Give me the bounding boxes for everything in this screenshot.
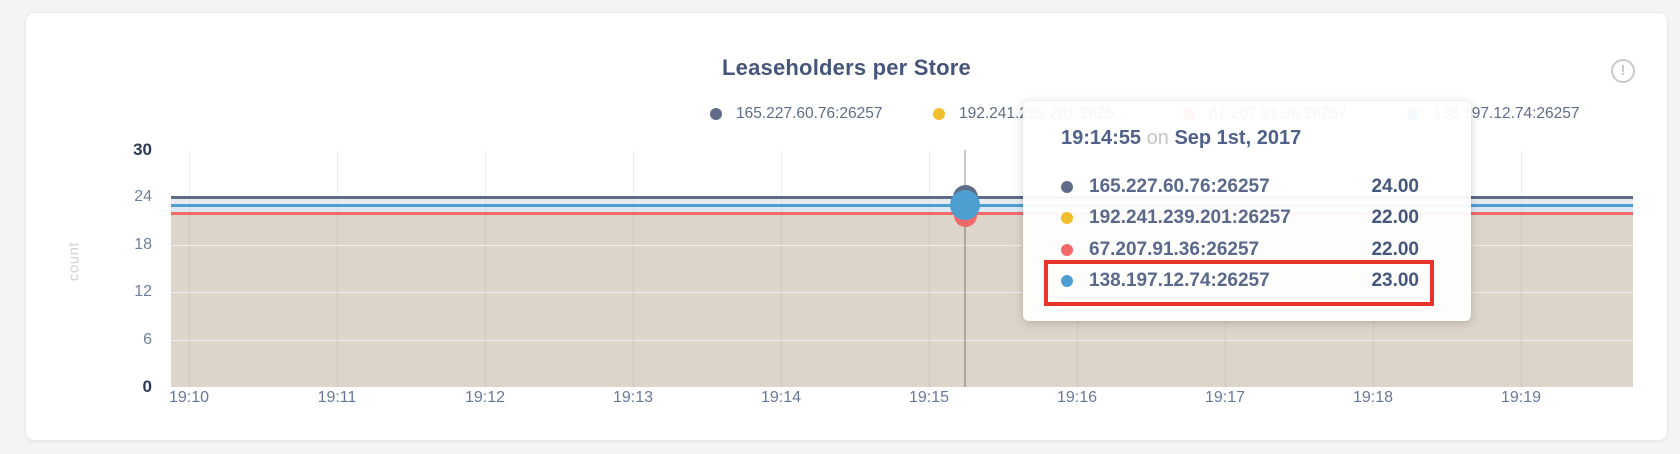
x-axis-tick: 19:16 (1056, 389, 1098, 406)
chart-title: Leaseholders per Store (722, 55, 971, 80)
exclamation-glyph: ! (1620, 62, 1626, 79)
tooltip-series-name: 165.227.60.76:26257 (1089, 175, 1270, 197)
series-area-fill (171, 205, 1633, 214)
series-area-fill (171, 197, 1633, 206)
x-axis-tick: 19:14 (760, 389, 802, 406)
legend-item[interactable]: 165.227.60.76:26257 (710, 105, 883, 122)
tooltip-date: Sep 1st, 2017 (1174, 127, 1302, 149)
x-axis-tick: 19:12 (464, 389, 506, 406)
tooltip-row: 165.227.60.76:26257 24.00 (1061, 171, 1471, 203)
x-axis-tick: 19:10 (168, 389, 210, 406)
y-axis-tick: 18 (134, 236, 152, 253)
horizontal-gridline (171, 244, 1633, 246)
tooltip-row: 192.241.239.201:26257 22.00 (1061, 203, 1471, 235)
hover-point (950, 190, 980, 221)
tooltip-series-value: 22.00 (1371, 238, 1419, 260)
hover-guideline (964, 150, 966, 387)
series-color-dot (710, 108, 722, 120)
vertical-gridline (337, 150, 338, 387)
tooltip-rows: 165.227.60.76:26257 24.00 192.241.239.20… (1061, 171, 1471, 297)
x-axis-tick: 19:19 (1500, 389, 1542, 406)
series-line (171, 203, 1633, 207)
x-axis-tick: 19:18 (1352, 389, 1394, 406)
series-color-dot (933, 108, 945, 120)
info-icon[interactable]: ! (1611, 59, 1635, 83)
y-axis-tick: 6 (143, 331, 152, 348)
series-line (171, 195, 1633, 199)
vertical-gridline (781, 150, 782, 387)
tooltip-series-value: 23.00 (1371, 270, 1419, 292)
x-axis-tick: 19:17 (1204, 389, 1246, 406)
y-axis-tick: 24 (134, 188, 152, 205)
tooltip-row: 67.207.91.36:26257 22.00 (1061, 234, 1471, 266)
x-axis-tick: 19:11 (317, 389, 357, 406)
tooltip-timestamp: 19:14:55 on Sep 1st, 2017 (1061, 127, 1301, 150)
tooltip-series-name: 67.207.91.36:26257 (1089, 238, 1260, 260)
y-axis-tick: 12 (134, 283, 152, 300)
y-axis-tick: 30 (133, 140, 152, 159)
tooltip-series-value: 22.00 (1371, 207, 1419, 229)
tooltip-row: 138.197.12.74:26257 23.00 (1061, 266, 1471, 298)
hover-tooltip: 19:14:55 on Sep 1st, 2017 165.227.60.76:… (1023, 101, 1471, 321)
series-color-dot (1061, 212, 1073, 225)
vertical-gridline (1521, 150, 1522, 387)
series-line (171, 211, 1633, 215)
legend-label: 165.227.60.76:26257 (736, 105, 883, 122)
series-color-dot (1061, 275, 1073, 288)
horizontal-gridline (171, 292, 1633, 294)
tooltip-series-name: 192.241.239.201:26257 (1089, 207, 1291, 229)
tooltip-on-word: on (1146, 127, 1169, 149)
horizontal-gridline (171, 339, 1633, 341)
tooltip-series-value: 24.00 (1371, 175, 1419, 197)
chart-card: Leaseholders per Store ! 165.227.60.76:2… (25, 12, 1668, 441)
series-color-dot (1061, 243, 1073, 256)
x-axis-tick: 19:15 (908, 389, 950, 406)
vertical-gridline (929, 150, 930, 387)
x-axis-tick: 19:13 (612, 389, 654, 406)
series-color-dot (1061, 180, 1073, 193)
tooltip-series-name: 138.197.12.74:26257 (1089, 270, 1270, 292)
vertical-gridline (189, 150, 190, 387)
tooltip-time: 19:14:55 (1061, 127, 1142, 149)
y-axis-tick: 0 (142, 377, 152, 396)
vertical-gridline (485, 150, 486, 387)
highlight-annotation (1044, 260, 1434, 306)
vertical-gridline (633, 150, 634, 387)
